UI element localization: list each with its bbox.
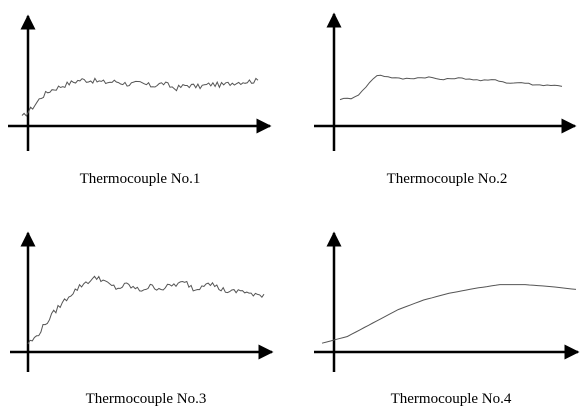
- chart-panel-1: [8, 14, 272, 151]
- series-line-4: [321, 284, 577, 344]
- caption-thermocouple-3: Thermocouple No.3: [85, 391, 207, 407]
- caption-thermocouple-1: Thermocouple No.1: [79, 171, 201, 187]
- chart-panel-3: [10, 231, 274, 372]
- caption-thermocouple-2: Thermocouple No.2: [386, 171, 508, 187]
- chart-panel-2: [314, 12, 577, 151]
- series-line-3: [27, 275, 265, 345]
- series-line-1: [21, 77, 259, 117]
- caption-thermocouple-4: Thermocouple No.4: [390, 391, 512, 407]
- series-line-2: [339, 74, 563, 101]
- chart-panel-4: [314, 231, 580, 372]
